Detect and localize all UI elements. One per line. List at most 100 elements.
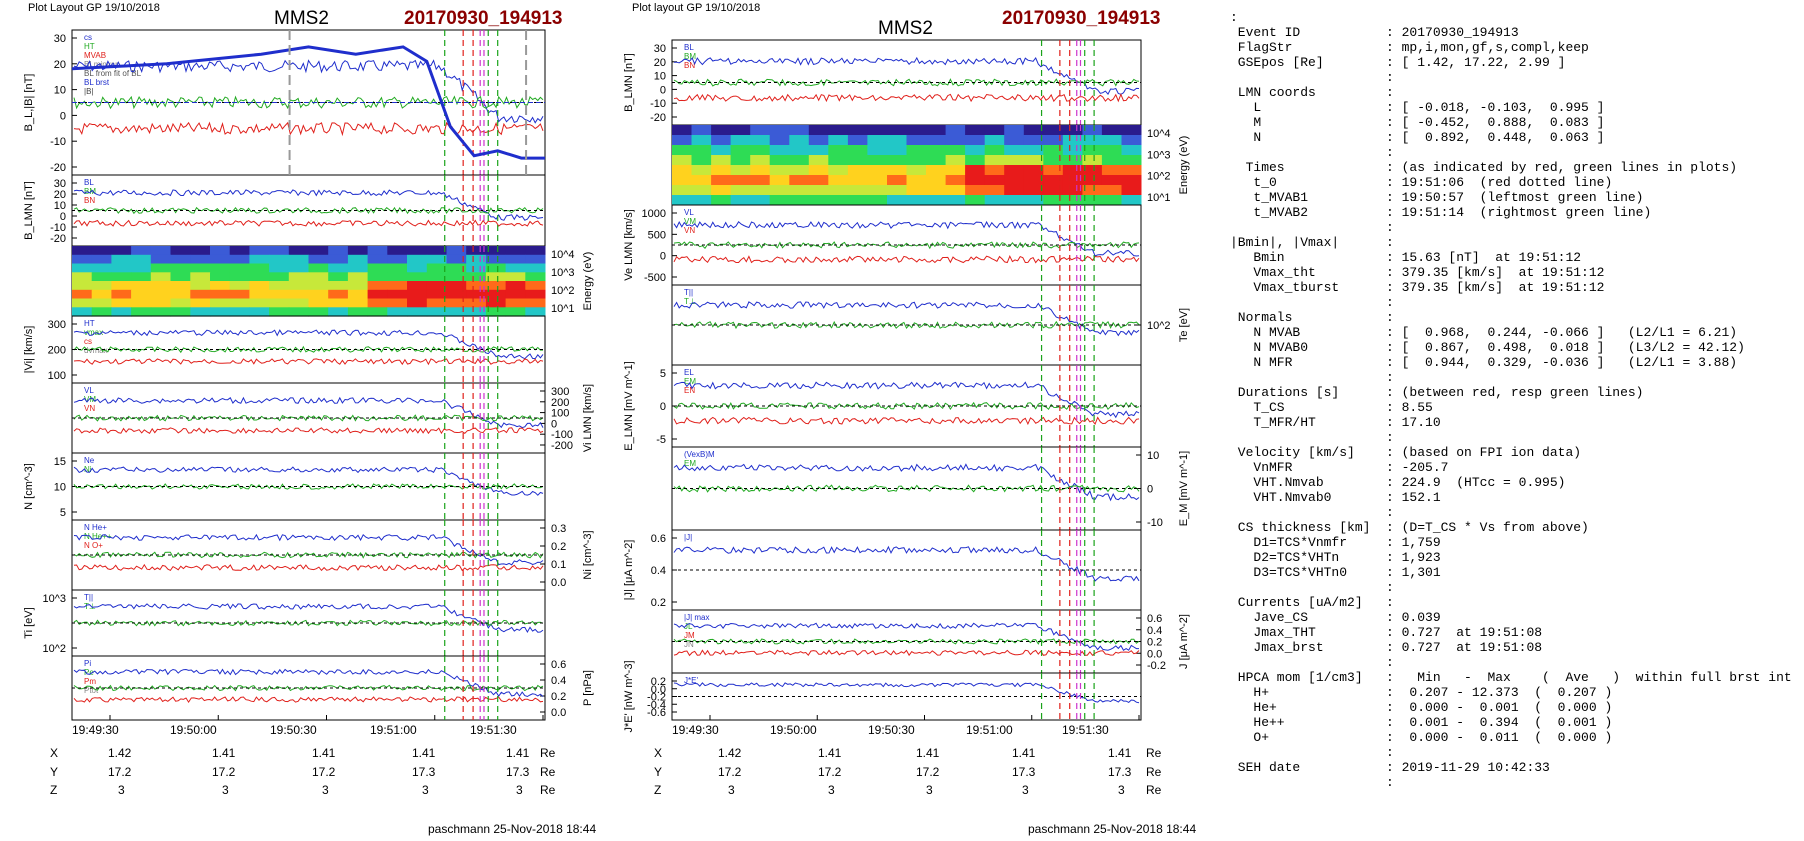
left-heatmap-cell (407, 289, 428, 300)
middle-heatmap-cell (672, 155, 692, 166)
left-ytick-label: 10 (54, 85, 66, 97)
info-line: T_CS : 8.55 (1230, 400, 1433, 415)
middle-heatmap-cell (847, 125, 868, 136)
left-heatmap-cell (328, 281, 349, 291)
left-heatmap-cell (525, 246, 546, 256)
left-event-title: 20170930_194913 (404, 8, 563, 29)
left-ytick-label: 200 (551, 397, 569, 409)
left-heatmap-cell (249, 263, 270, 273)
left-time-tick: 19:50:30 (270, 723, 317, 737)
left-heatmap-cell (170, 246, 191, 256)
left-heatmap-cell (446, 298, 467, 308)
left-series-line (73, 603, 544, 634)
left-heatmap-cell (505, 263, 526, 273)
left-heatmap-cell (485, 254, 507, 265)
middle-heatmap-cell (1023, 155, 1044, 166)
left-ytick-label: 30 (54, 178, 66, 190)
eph-y-value: 17.2 (916, 765, 940, 779)
left-series-line (73, 533, 544, 566)
middle-heatmap-cell (1082, 155, 1103, 166)
left-ytick-label: 0.2 (551, 541, 566, 553)
middle-heatmap-cell (789, 175, 810, 186)
eph-x-label: X (654, 746, 663, 760)
info-line: : (1230, 70, 1394, 85)
middle-ytick-label: -20 (650, 112, 666, 124)
middle-heatmap-cell (984, 135, 1005, 146)
left-heatmap-cell (446, 289, 467, 300)
middle-heatmap-cell (945, 125, 966, 136)
info-line: : (1230, 430, 1394, 445)
left-ytick-label: -10 (50, 136, 66, 148)
middle-series-line (673, 381, 1140, 419)
middle-series-line (673, 301, 1140, 337)
left-legend-entry: dvmax (84, 346, 108, 355)
left-heatmap-cell (190, 307, 211, 317)
left-legend-entry: BM (84, 187, 96, 196)
eph-y-value: 17.3 (506, 765, 530, 779)
left-ylabel: Vi LMN [km/s] (582, 384, 594, 452)
left-heatmap-cell (91, 281, 112, 291)
left-heatmap-cell (131, 307, 152, 317)
info-line: L : [ -0.018, -0.103, 0.995 ] (1230, 100, 1605, 115)
middle-ytick-label: 10^3 (1147, 149, 1171, 161)
left-ylabel: B_L,|B| [nT] (23, 74, 35, 132)
middle-series-line (673, 401, 1140, 411)
middle-heatmap-cell (965, 185, 986, 196)
eph-y-value: 17.2 (718, 765, 742, 779)
info-line: Normals : (1230, 310, 1394, 325)
middle-heatmap-cell (1082, 185, 1103, 196)
left-heatmap-cell (387, 254, 408, 265)
left-heatmap-cell (446, 246, 467, 256)
left-heatmap-cell (150, 272, 171, 282)
left-heatmap-cell (426, 246, 447, 256)
left-heatmap-cell (485, 298, 507, 308)
left-heatmap-cell (111, 246, 132, 256)
left-series-line (73, 668, 544, 698)
left-heatmap-cell (308, 254, 329, 265)
middle-time-tick: 19:50:30 (868, 723, 915, 737)
middle-legend-entry: EM (684, 377, 696, 386)
left-series-line (73, 483, 544, 490)
middle-ytick-label: 10^2 (1147, 171, 1171, 183)
middle-ytick-label: -0.4 (647, 699, 666, 711)
middle-heatmap-cell (691, 175, 712, 186)
left-legend-entry: VL (84, 386, 94, 395)
middle-heatmap-cell (808, 145, 829, 156)
left-ytick-label: 0 (60, 211, 66, 223)
left-heatmap-cell (111, 298, 132, 308)
left-heatmap-cell (288, 254, 309, 265)
eph-y-value: 17.2 (108, 765, 132, 779)
left-legend-entry: Pm (84, 677, 96, 686)
middle-heatmap-cell (789, 165, 810, 176)
middle-legend-entry: VM (684, 217, 696, 226)
left-ytick-label: 20 (54, 59, 66, 71)
left-legend-entry: N He++ (84, 532, 112, 541)
left-heatmap-cell (407, 246, 428, 256)
info-line: N MVAB : [ 0.968, 0.244, -0.066 ] (L2/L1… (1230, 325, 1738, 340)
left-heatmap-cell (72, 246, 93, 256)
middle-ytick-label: 0 (1147, 484, 1153, 496)
middle-heatmap-cell (808, 195, 829, 206)
left-heatmap-cell (210, 272, 231, 282)
left-ytick-label: 0 (551, 418, 557, 430)
middle-ylabel: E_M [mV m^-1] (1178, 451, 1190, 526)
left-heatmap-cell (288, 298, 309, 308)
middle-legend-entry: |J| (684, 533, 692, 542)
left-heatmap-cell (485, 307, 507, 317)
left-heatmap-cell (269, 298, 290, 308)
left-heatmap-cell (485, 281, 507, 291)
middle-heatmap-cell (1062, 175, 1083, 186)
left-heatmap-cell (269, 246, 290, 256)
info-line: t_MVAB2 : 19:51:14 (rightmost green line… (1230, 205, 1652, 220)
info-line: : (1230, 580, 1394, 595)
middle-heatmap-cell (789, 195, 810, 206)
middle-heatmap-cell (1062, 155, 1083, 166)
middle-heatmap-cell (1121, 175, 1142, 186)
left-heatmap-cell (525, 281, 546, 291)
left-heatmap-cell (347, 281, 369, 291)
left-series-line (73, 329, 544, 360)
middle-ytick-label: -500 (644, 272, 666, 284)
left-ytick-label: 100 (48, 370, 66, 382)
left-heatmap-cell (249, 307, 270, 317)
middle-ytick-label: 10 (1147, 450, 1159, 462)
